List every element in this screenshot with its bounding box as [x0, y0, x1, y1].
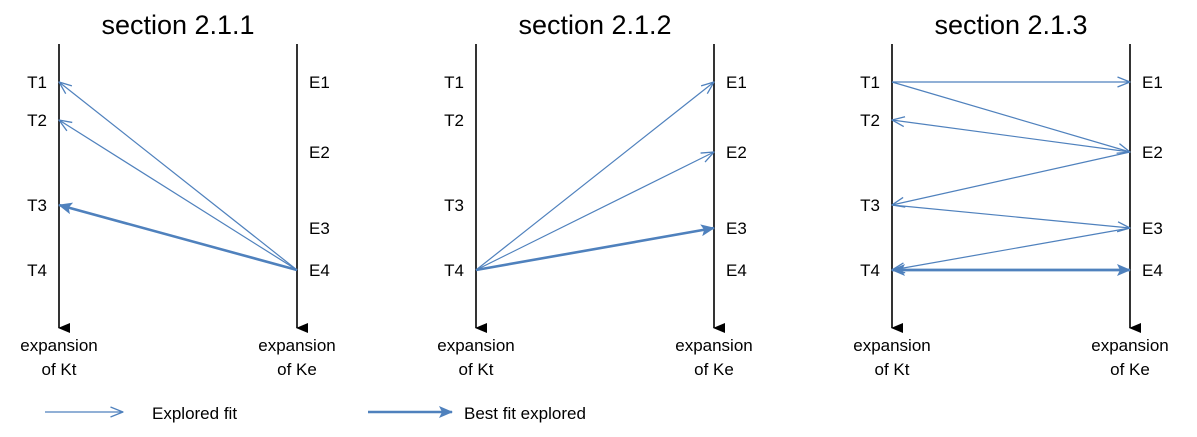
right-label: E4 [726, 261, 747, 280]
arrow-e4-to-t3 [58, 202, 298, 272]
arrow-t4-to-e3 [475, 224, 715, 272]
left-label: T2 [444, 111, 464, 130]
panel-title: section 2.1.3 [934, 10, 1087, 40]
right-label: E3 [726, 219, 747, 238]
legend: Explored fit Best fit explored [45, 404, 586, 423]
arrow-t4-to-e1 [475, 82, 714, 271]
right-label: E2 [726, 143, 747, 162]
right-axis-label: of Ke [277, 360, 317, 379]
arrow-e2-to-t2 [892, 120, 1131, 153]
right-label: E3 [309, 219, 330, 238]
arrow-e2-to-t3 [892, 151, 1131, 205]
legend-best-label: Best fit explored [464, 404, 586, 423]
right-label: E1 [1142, 73, 1163, 92]
left-label: T3 [444, 196, 464, 215]
left-axis-label: of Kt [875, 360, 910, 379]
right-label: E2 [1142, 143, 1163, 162]
panel-2: section 2.1.2 T1 T2 T3 T4 E1 E2 E3 E4 expansion of… [437, 10, 753, 379]
arrow-e4-to-t2 [59, 120, 298, 271]
panel-3: section 2.1.3 T1 T2 T3 T4 E1 E2 E3 E4 expansion of… [853, 10, 1169, 379]
right-axis-label: expansion [1091, 336, 1169, 355]
left-label: T4 [860, 261, 880, 280]
panel-title: section 2.1.2 [518, 10, 671, 40]
panel-1: section 2.1.1 T1 T2 T3 T4 E1 E2 E3 E4 expansion of… [20, 10, 336, 379]
left-label: T3 [27, 196, 47, 215]
left-label: T2 [860, 111, 880, 130]
left-axis-label: expansion [853, 336, 931, 355]
right-axis-label: of Ke [694, 360, 734, 379]
right-label: E3 [1142, 219, 1163, 238]
legend-explored-label: Explored fit [152, 404, 237, 423]
left-axis-label: expansion [437, 336, 515, 355]
right-axis-label: expansion [675, 336, 753, 355]
right-label: E1 [309, 73, 330, 92]
left-label: T1 [860, 73, 880, 92]
arrow-e3-to-t4 [892, 227, 1131, 270]
left-label: T4 [27, 261, 47, 280]
arrow-t4-to-e2 [475, 152, 714, 271]
right-label: E1 [726, 73, 747, 92]
arrow-e4-to-t1 [59, 82, 298, 271]
left-axis-label: expansion [20, 336, 98, 355]
left-label: T2 [27, 111, 47, 130]
left-label: T3 [860, 196, 880, 215]
arrow-t3-to-e3 [891, 204, 1130, 228]
panels: section 2.1.1 T1 T2 T3 T4 E1 E2 E3 E4 expansion of… [20, 10, 1169, 379]
left-axis-label: of Kt [459, 360, 494, 379]
arrow-t1-to-e2 [891, 81, 1130, 152]
right-label: E4 [309, 261, 330, 280]
left-label: T1 [27, 73, 47, 92]
left-label: T1 [444, 73, 464, 92]
right-axis-label: of Ke [1110, 360, 1150, 379]
right-label: E4 [1142, 261, 1163, 280]
right-axis-label: expansion [258, 336, 336, 355]
left-axis-label: of Kt [42, 360, 77, 379]
panel-title: section 2.1.1 [101, 10, 254, 40]
right-label: E2 [309, 143, 330, 162]
left-label: T4 [444, 261, 464, 280]
